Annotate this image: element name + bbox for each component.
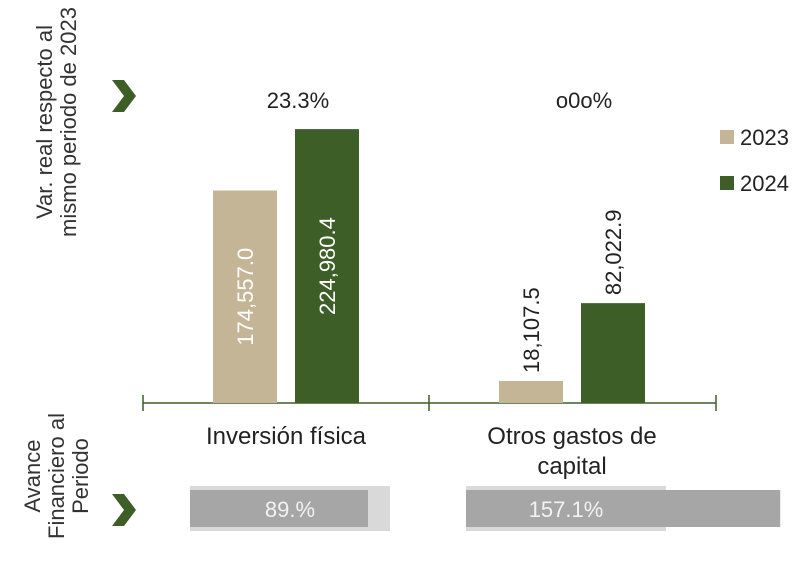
bar bbox=[295, 129, 359, 403]
progress-bar bbox=[190, 490, 368, 527]
value-label: 18,107.5 bbox=[519, 287, 544, 373]
legend-swatch bbox=[720, 130, 734, 144]
progress-value: 157.1% bbox=[529, 497, 604, 522]
value-label: 224,980.4 bbox=[315, 217, 340, 315]
legend-label: 2024 bbox=[740, 171, 789, 196]
progress-value: 89.% bbox=[265, 497, 315, 522]
variation-value: o0o% bbox=[556, 88, 612, 113]
legend-swatch bbox=[720, 176, 734, 190]
chevron bbox=[112, 494, 136, 526]
value-label: 174,557.0 bbox=[233, 248, 258, 346]
x-tick-label: Inversión física bbox=[205, 423, 367, 450]
value-label: 82,022.9 bbox=[601, 210, 626, 296]
progress-bar bbox=[466, 490, 781, 527]
chevron bbox=[112, 80, 136, 112]
bar bbox=[213, 190, 277, 403]
x-tick-label: Otros gastos de capital bbox=[487, 423, 657, 480]
bar bbox=[499, 380, 563, 403]
bar bbox=[581, 303, 645, 403]
legend-label: 2023 bbox=[740, 125, 789, 150]
variation-value: 23.3% bbox=[267, 88, 329, 113]
